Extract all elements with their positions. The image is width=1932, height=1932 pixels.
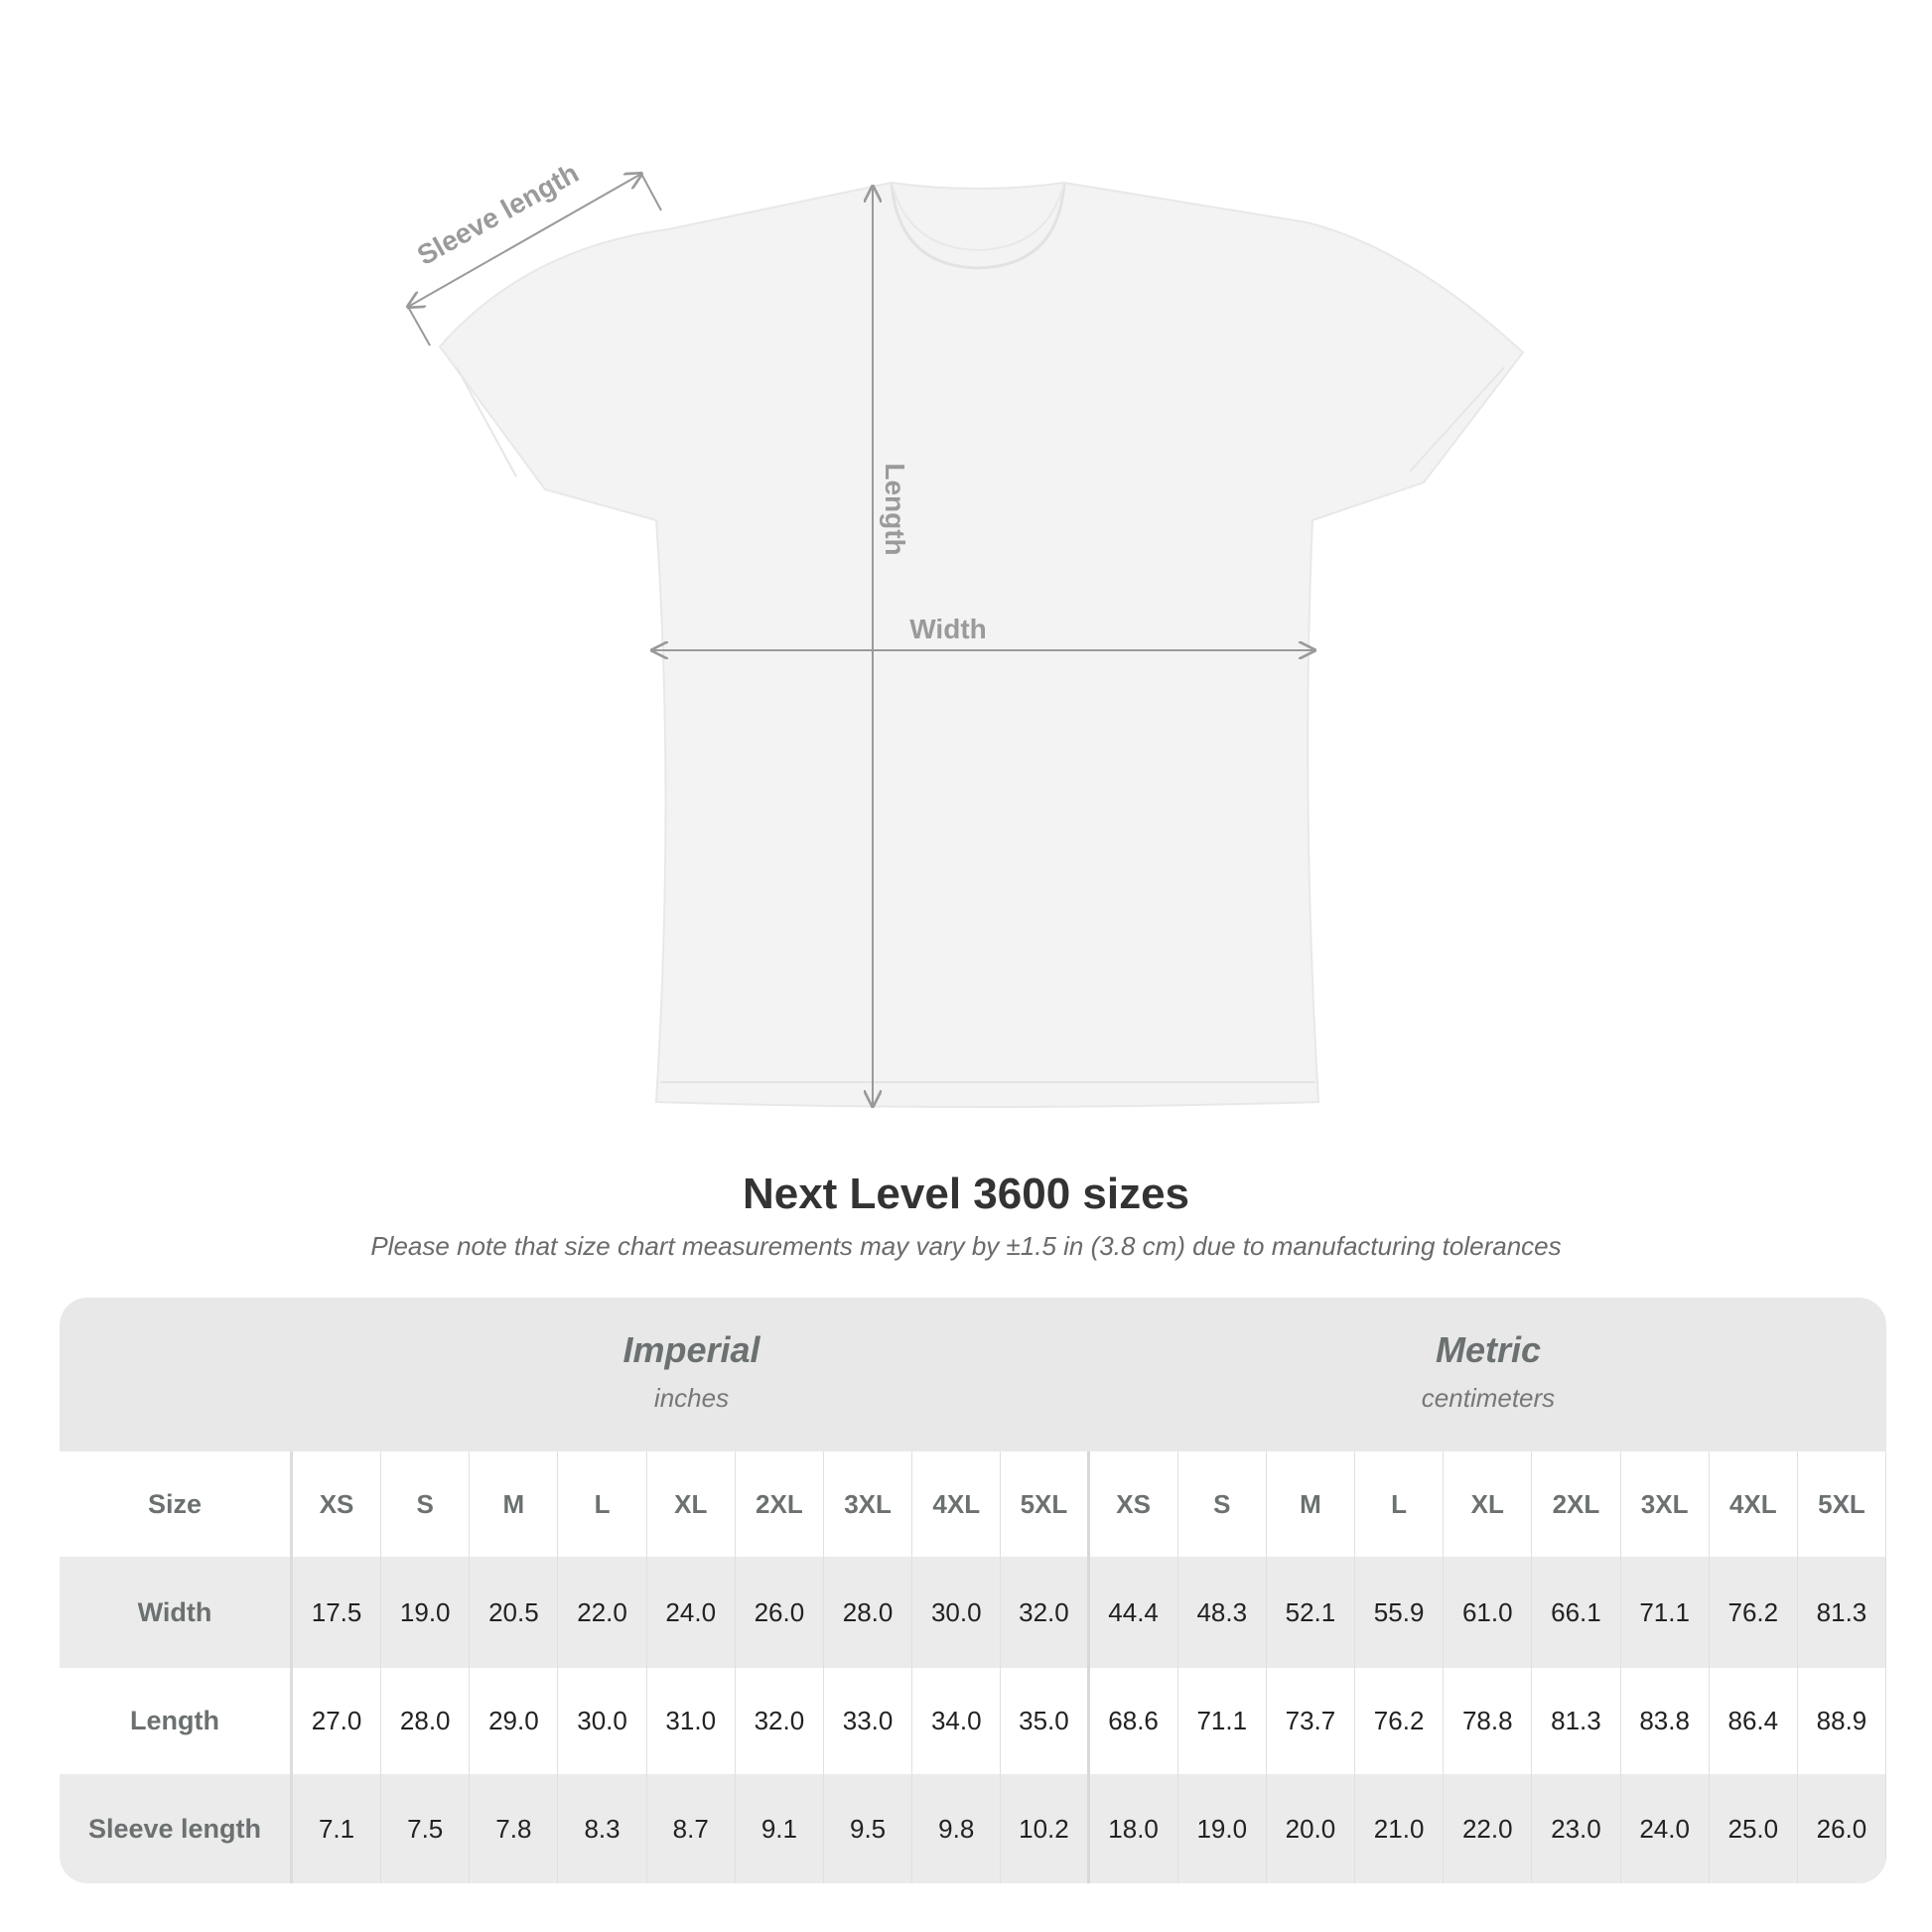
metric-value-cell: 76.2 bbox=[1355, 1668, 1445, 1774]
imperial-value-cell: 8.7 bbox=[647, 1774, 736, 1883]
metric-value-cell: 25.0 bbox=[1710, 1774, 1798, 1883]
metric-value-cell: 19.0 bbox=[1178, 1774, 1267, 1883]
metric-title: Metric bbox=[1435, 1329, 1542, 1370]
sleeve-arrow bbox=[408, 174, 641, 307]
metric-value-cell: 86.4 bbox=[1710, 1668, 1798, 1774]
page-title: Next Level 3600 sizes bbox=[742, 1170, 1190, 1218]
imperial-value-cell: 19.0 bbox=[381, 1557, 471, 1668]
imperial-value-cell: 26.0 bbox=[736, 1557, 824, 1668]
metric-value-cell: 73.7 bbox=[1267, 1668, 1356, 1774]
metric-value-cell: 21.0 bbox=[1355, 1774, 1445, 1883]
metric-value-cell: 55.9 bbox=[1355, 1557, 1445, 1668]
imperial-title: Imperial bbox=[622, 1329, 760, 1370]
metric-value-cell: 81.3 bbox=[1532, 1668, 1621, 1774]
table-row: Length 27.0 28.0 29.0 30.0 31.0 32.0 33.0 34.0 35… bbox=[60, 1668, 1886, 1774]
sleeve-length-label: Sleeve length bbox=[412, 157, 584, 271]
metric-value-cell: 23.0 bbox=[1532, 1774, 1621, 1883]
imperial-value-cell: 8.3 bbox=[558, 1774, 647, 1883]
tshirt-diagram: Sleeve length Length Width bbox=[0, 157, 1525, 1108]
imperial-value-cell: 28.0 bbox=[381, 1668, 471, 1774]
imperial-size-s: S bbox=[381, 1451, 471, 1557]
metric-value-cell: 81.3 bbox=[1798, 1557, 1886, 1668]
metric-value-cell: 78.8 bbox=[1444, 1668, 1533, 1774]
length-label: Length bbox=[880, 463, 910, 555]
size-header-row: Size XS S M L XL 2XL 3XL 4XL 5XL XS S M L XL 2XL 3XL 4XL 5… bbox=[60, 1451, 1886, 1557]
imperial-size-xs: XS bbox=[293, 1451, 382, 1557]
imperial-value-cell: 29.0 bbox=[470, 1668, 559, 1774]
imperial-size-2xl: 2XL bbox=[736, 1451, 824, 1557]
metric-value-cell: 66.1 bbox=[1532, 1557, 1621, 1668]
metric-value-cell: 24.0 bbox=[1621, 1774, 1710, 1883]
metric-size-3xl: 3XL bbox=[1621, 1451, 1710, 1557]
metric-size-l: L bbox=[1355, 1451, 1445, 1557]
imperial-size-4xl: 4XL bbox=[912, 1451, 1002, 1557]
metric-value-cell: 26.0 bbox=[1798, 1774, 1886, 1883]
imperial-size-xl: XL bbox=[647, 1451, 736, 1557]
imperial-size-5xl: 5XL bbox=[1001, 1451, 1090, 1557]
size-table: Imperial inches Metric centimeters Size X… bbox=[60, 1298, 1886, 1883]
imperial-value-cell: 9.8 bbox=[912, 1774, 1002, 1883]
metric-value-cell: 68.6 bbox=[1090, 1668, 1178, 1774]
tolerance-note: Please note that size chart measurements… bbox=[370, 1231, 1562, 1261]
imperial-value-cell: 20.5 bbox=[470, 1557, 559, 1668]
metric-value-cell: 71.1 bbox=[1178, 1668, 1267, 1774]
imperial-size-3xl: 3XL bbox=[824, 1451, 913, 1557]
imperial-value-cell: 22.0 bbox=[558, 1557, 647, 1668]
imperial-value-cell: 30.0 bbox=[558, 1668, 647, 1774]
metric-value-cell: 18.0 bbox=[1090, 1774, 1178, 1883]
metric-value-cell: 76.2 bbox=[1710, 1557, 1798, 1668]
metric-value-cell: 20.0 bbox=[1267, 1774, 1356, 1883]
metric-value-cell: 88.9 bbox=[1798, 1668, 1886, 1774]
imperial-value-cell: 7.1 bbox=[293, 1774, 382, 1883]
imperial-value-cell: 24.0 bbox=[647, 1557, 736, 1668]
metric-value-cell: 61.0 bbox=[1444, 1557, 1533, 1668]
imperial-value-cell: 27.0 bbox=[293, 1668, 382, 1774]
imperial-value-cell: 31.0 bbox=[647, 1668, 736, 1774]
metric-header: Metric centimeters bbox=[1090, 1298, 1886, 1451]
imperial-value-cell: 7.8 bbox=[470, 1774, 559, 1883]
metric-value-cell: 83.8 bbox=[1621, 1668, 1710, 1774]
metric-unit: centimeters bbox=[1421, 1383, 1556, 1413]
imperial-value-cell: 9.1 bbox=[736, 1774, 824, 1883]
metric-value-cell: 71.1 bbox=[1621, 1557, 1710, 1668]
metric-size-2xl: 2XL bbox=[1532, 1451, 1621, 1557]
metric-size-5xl: 5XL bbox=[1798, 1451, 1886, 1557]
metric-size-m: M bbox=[1267, 1451, 1356, 1557]
imperial-value-cell: 32.0 bbox=[736, 1668, 824, 1774]
imperial-size-m: M bbox=[470, 1451, 559, 1557]
imperial-value-cell: 28.0 bbox=[824, 1557, 913, 1668]
imperial-unit: inches bbox=[653, 1383, 730, 1413]
imperial-value-cell: 9.5 bbox=[824, 1774, 913, 1883]
width-label: Width bbox=[909, 614, 987, 644]
metric-value-cell: 44.4 bbox=[1090, 1557, 1178, 1668]
metric-value-cell: 48.3 bbox=[1178, 1557, 1267, 1668]
imperial-size-l: L bbox=[558, 1451, 647, 1557]
imperial-value-cell: 30.0 bbox=[912, 1557, 1002, 1668]
imperial-value-cell: 32.0 bbox=[1001, 1557, 1090, 1668]
row-label: Length bbox=[60, 1668, 293, 1774]
metric-size-xl: XL bbox=[1444, 1451, 1533, 1557]
row-label: Sleeve length bbox=[60, 1774, 293, 1883]
imperial-value-cell: 17.5 bbox=[293, 1557, 382, 1668]
table-row: Sleeve length 7.1 7.5 7.8 8.3 8.7 9.1 9.5 9.8 10.… bbox=[60, 1774, 1886, 1883]
row-label: Width bbox=[60, 1557, 293, 1668]
metric-size-4xl: 4XL bbox=[1710, 1451, 1798, 1557]
imperial-value-cell: 35.0 bbox=[1001, 1668, 1090, 1774]
table-row: Width 17.5 19.0 20.5 22.0 24.0 26.0 28.0 30.0 32.… bbox=[60, 1557, 1886, 1668]
collar bbox=[890, 182, 1066, 270]
imperial-value-cell: 10.2 bbox=[1001, 1774, 1090, 1883]
imperial-value-cell: 7.5 bbox=[381, 1774, 471, 1883]
imperial-value-cell: 34.0 bbox=[912, 1668, 1002, 1774]
tshirt-shape bbox=[438, 181, 1525, 1108]
metric-value-cell: 22.0 bbox=[1444, 1774, 1533, 1883]
metric-value-cell: 52.1 bbox=[1267, 1557, 1356, 1668]
metric-size-xs: XS bbox=[1090, 1451, 1178, 1557]
imperial-header: Imperial inches bbox=[293, 1298, 1090, 1451]
metric-size-s: S bbox=[1178, 1451, 1267, 1557]
row-label-size: Size bbox=[60, 1451, 293, 1557]
imperial-value-cell: 33.0 bbox=[824, 1668, 913, 1774]
